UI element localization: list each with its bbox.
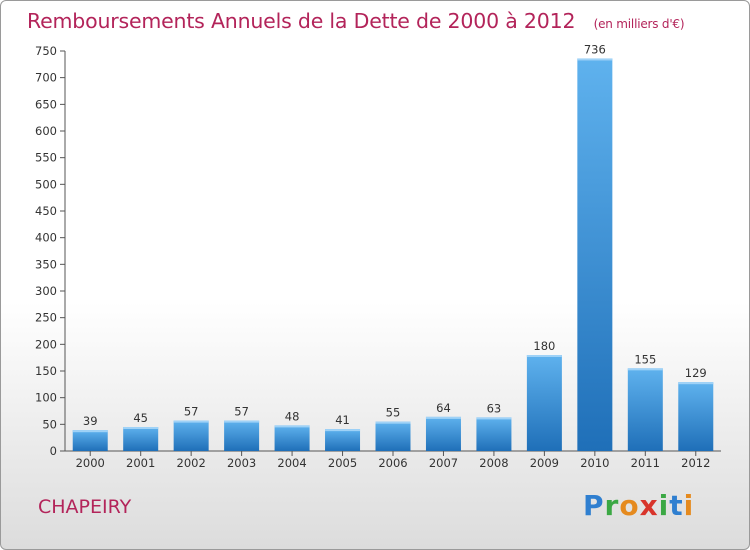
x-tick-label: 2008 <box>479 456 508 470</box>
bar-value-label: 180 <box>533 339 555 353</box>
bar-top-highlight <box>123 427 159 429</box>
chart-title: Remboursements Annuels de la Dette de 20… <box>27 9 685 33</box>
x-tick-label: 2006 <box>378 456 407 470</box>
logo-letter-1: r <box>604 489 620 522</box>
logo-letter-6: i <box>683 489 695 522</box>
x-tick-label: 2000 <box>76 456 105 470</box>
x-tick-label: 2002 <box>177 456 206 470</box>
bar-value-label: 48 <box>285 409 300 423</box>
bar-2000 <box>72 430 108 451</box>
y-tick-label: 50 <box>42 417 57 431</box>
y-tick-label: 350 <box>35 257 57 271</box>
y-tick-label: 200 <box>35 337 57 351</box>
x-tick-label: 2010 <box>580 456 609 470</box>
bar-top-highlight <box>274 425 310 428</box>
y-tick-label: 250 <box>35 311 57 325</box>
x-tick-label: 2005 <box>328 456 357 470</box>
bar-2007 <box>425 416 461 451</box>
y-tick-label: 0 <box>50 444 57 458</box>
bar-2012 <box>678 382 714 451</box>
bar-value-label: 55 <box>386 406 401 420</box>
commune-name: CHAPEIRY <box>38 496 132 518</box>
bar-top-highlight <box>627 368 663 371</box>
y-tick-label: 300 <box>35 284 57 298</box>
y-tick-label: 650 <box>35 97 57 111</box>
y-tick-label: 500 <box>35 177 57 191</box>
y-tick-label: 550 <box>35 151 57 165</box>
logo-letter-3: x <box>639 489 659 522</box>
x-tick-label: 2003 <box>227 456 256 470</box>
bar-top-highlight <box>577 58 613 61</box>
y-tick-label: 750 <box>35 44 57 58</box>
bar-value-label: 736 <box>584 42 606 56</box>
y-tick-label: 400 <box>35 231 57 245</box>
bar-top-highlight <box>224 420 260 423</box>
bar-value-label: 57 <box>184 405 199 419</box>
bar-2008 <box>476 417 512 451</box>
proxiti-logo: Proxiti <box>583 489 694 522</box>
y-tick-label: 100 <box>35 391 57 405</box>
x-tick-label: 2007 <box>429 456 458 470</box>
bar-value-label: 155 <box>634 352 656 366</box>
bar-value-label: 41 <box>335 413 350 427</box>
logo-letter-0: P <box>583 489 605 522</box>
x-tick-label: 2012 <box>681 456 710 470</box>
chart-subtitle: (en milliers d'€) <box>593 17 685 31</box>
y-tick-label: 450 <box>35 204 57 218</box>
bar-value-label: 45 <box>133 411 148 425</box>
x-tick-label: 2009 <box>530 456 559 470</box>
bar-top-highlight <box>476 417 512 420</box>
bar-2006 <box>375 421 411 451</box>
bar-value-label: 57 <box>234 405 249 419</box>
bar-2004 <box>274 425 310 451</box>
chart-bars: 39 45 57 57 48 41 55 64 63 180 736 155 129 <box>72 42 714 451</box>
x-tick-label: 2004 <box>277 456 306 470</box>
bar-2011 <box>627 368 663 451</box>
bar-2003 <box>224 420 260 451</box>
bar-value-label: 64 <box>436 401 451 415</box>
y-tick-label: 700 <box>35 71 57 85</box>
bar-2010 <box>577 58 613 451</box>
chart-axes: 0 50 100 150 200 250 300 350 400 450 500 550 600 650 7… <box>35 44 721 470</box>
y-tick-label: 150 <box>35 364 57 378</box>
bar-top-highlight <box>526 355 562 357</box>
bar-top-highlight <box>375 421 411 424</box>
bar-top-highlight <box>72 430 108 433</box>
chart-title-text: Remboursements Annuels de la Dette de 20… <box>27 9 576 33</box>
y-tick-label: 600 <box>35 124 57 138</box>
logo-letter-5: t <box>669 489 684 522</box>
bar-top-highlight <box>425 416 461 419</box>
bar-top-highlight <box>325 429 361 432</box>
bar-2001 <box>123 427 159 451</box>
bar-top-highlight <box>678 382 714 385</box>
logo-letter-2: o <box>619 489 640 522</box>
x-tick-label: 2011 <box>631 456 660 470</box>
bar-value-label: 63 <box>487 401 502 415</box>
x-tick-label: 2001 <box>126 456 155 470</box>
bar-value-label: 39 <box>83 414 98 428</box>
bar-2002 <box>173 420 209 451</box>
bar-2009 <box>526 355 562 451</box>
bar-2005 <box>325 429 361 451</box>
bar-top-highlight <box>173 420 209 423</box>
bar-value-label: 129 <box>685 366 707 380</box>
logo-letter-4: i <box>658 489 670 522</box>
